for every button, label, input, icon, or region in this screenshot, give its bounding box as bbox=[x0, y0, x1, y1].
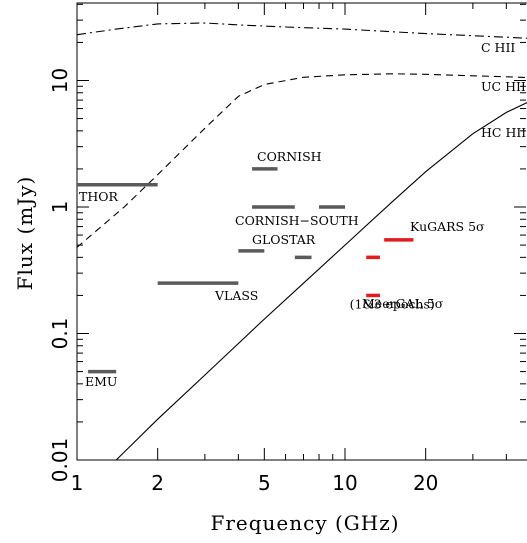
survey-label: VLASS bbox=[214, 288, 258, 303]
survey-label: MeerGAL 5σ bbox=[362, 296, 444, 311]
survey-label: CORNISH−SOUTH bbox=[235, 213, 359, 228]
annotation: (1&3 epochs) bbox=[350, 296, 435, 311]
x-tick-label: 5 bbox=[258, 471, 271, 495]
annotations: C HII UC HII HC HII THOR EMU VLASS CORNISH CORN… bbox=[79, 40, 526, 389]
x-tick-label: 2 bbox=[151, 471, 164, 495]
curve-hc-hii bbox=[115, 102, 527, 460]
axes: 1 2 5 10 20 0.01 0.1 1 10 bbox=[48, 2, 527, 495]
survey-label: THOR bbox=[79, 189, 118, 204]
curve-label: C HII bbox=[481, 40, 515, 55]
y-axis-title: Flux (mJy) bbox=[13, 176, 37, 291]
survey-limits bbox=[77, 167, 414, 374]
survey-label: GLOSTAR bbox=[252, 232, 316, 247]
plot-frame bbox=[76, 2, 527, 461]
survey-label: KuGARS 5σ bbox=[410, 219, 485, 234]
curve-uc-hii bbox=[77, 73, 527, 248]
curve-c-hii bbox=[77, 22, 527, 39]
x-axis-title: Frequency (GHz) bbox=[210, 511, 399, 535]
model-curves bbox=[77, 22, 527, 460]
x-tick-label: 1 bbox=[71, 471, 84, 495]
curve-label: HC HII bbox=[481, 125, 526, 140]
x-tick-label: 20 bbox=[413, 471, 438, 495]
y-tick-label: 1 bbox=[48, 201, 72, 214]
y-tick-label: 0.1 bbox=[48, 318, 72, 350]
x-tick-label: 10 bbox=[332, 471, 357, 495]
survey-label: CORNISH bbox=[257, 149, 322, 164]
curve-label: UC HII bbox=[481, 79, 526, 94]
y-tick-label: 10 bbox=[48, 68, 72, 93]
y-tick-label: 0.01 bbox=[48, 438, 72, 483]
survey-label: EMU bbox=[85, 374, 117, 389]
